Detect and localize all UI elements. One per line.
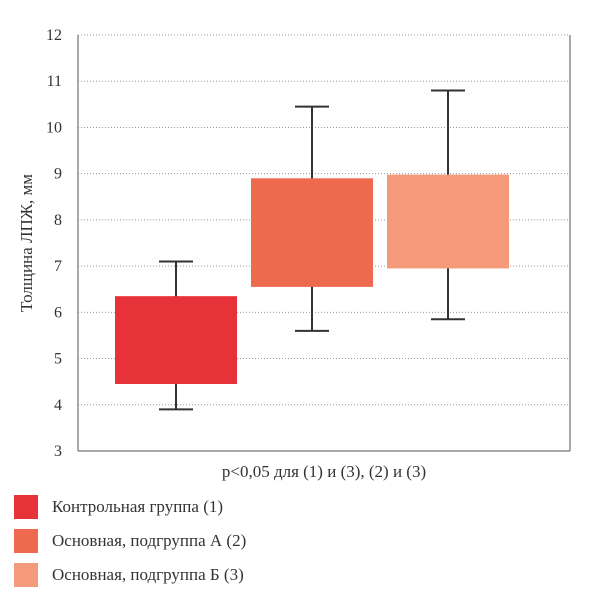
y-tick-label-9: 9 [54, 166, 62, 183]
legend-label-subgroup-a: Основная, подгруппа А (2) [52, 531, 247, 550]
legend-label-subgroup-b: Основная, подгруппа Б (3) [52, 565, 244, 584]
y-tick-labels: 3 4 5 6 7 8 9 10 11 12 [46, 27, 62, 460]
y-tick-label-6: 6 [54, 304, 62, 321]
box-group-1 [115, 260, 237, 411]
box-group-3 [387, 89, 509, 321]
y-tick-label-5: 5 [54, 351, 62, 368]
box-plot-chart: 3 4 5 6 7 8 9 10 11 12 Толщина ЛПЖ, мм p<0,05 для… [17, 27, 571, 481]
box-3 [387, 174, 509, 269]
y-tick-label-10: 10 [46, 119, 62, 136]
y-tick-label-4: 4 [54, 397, 62, 414]
legend-swatch-control [14, 495, 38, 519]
legend-item-subgroup-b: Основная, подгруппа Б (3) [14, 558, 246, 592]
y-axis-label: Толщина ЛПЖ, мм [17, 174, 36, 312]
box-2 [251, 178, 373, 287]
box-group-2 [251, 105, 373, 332]
y-tick-label-12: 12 [46, 27, 62, 44]
legend-swatch-subgroup-a [14, 529, 38, 553]
legend-item-subgroup-a: Основная, подгруппа А (2) [14, 524, 246, 558]
box-series [115, 89, 509, 411]
box-1 [115, 296, 237, 384]
legend-label-control: Контрольная группа (1) [52, 497, 224, 516]
y-tick-label-8: 8 [54, 212, 62, 229]
legend-item-control: Контрольная группа (1) [14, 490, 246, 524]
x-axis-label: p<0,05 для (1) и (3), (2) и (3) [222, 462, 426, 481]
y-tick-label-11: 11 [47, 73, 62, 90]
y-tick-label-7: 7 [54, 258, 62, 275]
legend-swatch-subgroup-b [14, 563, 38, 587]
y-tick-label-3: 3 [54, 443, 62, 460]
legend: Контрольная группа (1) Основная, подгруп… [14, 490, 246, 592]
